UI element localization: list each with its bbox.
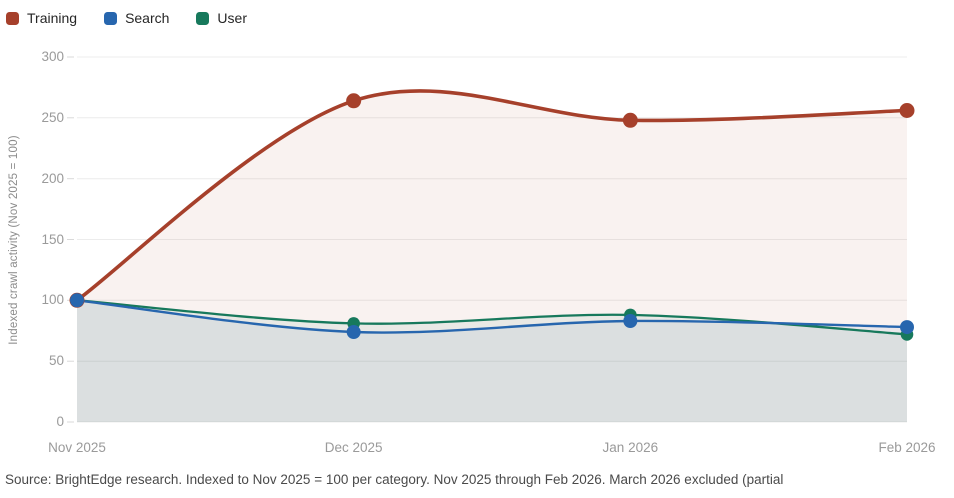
line-search bbox=[75, 299, 909, 334]
y-tick-label-300: 300 bbox=[41, 49, 64, 64]
x-tick-label-1: Dec 2025 bbox=[324, 440, 383, 455]
legend: Training Search User bbox=[6, 10, 247, 26]
training-legend-label: Training bbox=[27, 10, 78, 26]
point-search-3 bbox=[900, 320, 914, 335]
y-tick-label-150: 150 bbox=[41, 231, 64, 247]
legend-item-training[interactable]: Training bbox=[6, 10, 77, 26]
point-search-1 bbox=[346, 325, 361, 339]
training-legend-swatch bbox=[6, 11, 19, 25]
point-search-0 bbox=[70, 293, 84, 308]
legend-item-user[interactable]: User bbox=[196, 10, 247, 26]
point-training-1 bbox=[346, 93, 362, 109]
point-training-2 bbox=[622, 112, 638, 128]
area-training bbox=[77, 90, 907, 422]
x-tick-label-2: Jan 2026 bbox=[602, 440, 659, 455]
legend-item-search[interactable]: Search bbox=[104, 10, 169, 26]
point-training-3 bbox=[899, 103, 915, 118]
y-tick-label-100: 100 bbox=[41, 292, 64, 308]
y-tick-label-200: 200 bbox=[41, 170, 64, 186]
source-footnote: Source: BrightEdge research. Indexed to … bbox=[5, 472, 784, 487]
x-tick-label-0: Nov 2025 bbox=[48, 440, 106, 455]
x-tick-label-3: Feb 2026 bbox=[878, 440, 936, 455]
y-tick-label-250: 250 bbox=[41, 109, 64, 125]
area-search bbox=[77, 300, 907, 422]
user-legend-label: User bbox=[217, 10, 247, 26]
point-search-2 bbox=[623, 314, 638, 328]
search-legend-label: Search bbox=[125, 10, 170, 26]
search-legend-swatch bbox=[104, 11, 118, 25]
chart-canvas bbox=[67, 56, 915, 423]
y-tick-label-0: 0 bbox=[56, 414, 64, 429]
area-user bbox=[77, 300, 907, 422]
user-legend-swatch bbox=[196, 11, 210, 25]
line-training bbox=[75, 89, 909, 303]
y-tick-label-50: 50 bbox=[48, 353, 64, 369]
